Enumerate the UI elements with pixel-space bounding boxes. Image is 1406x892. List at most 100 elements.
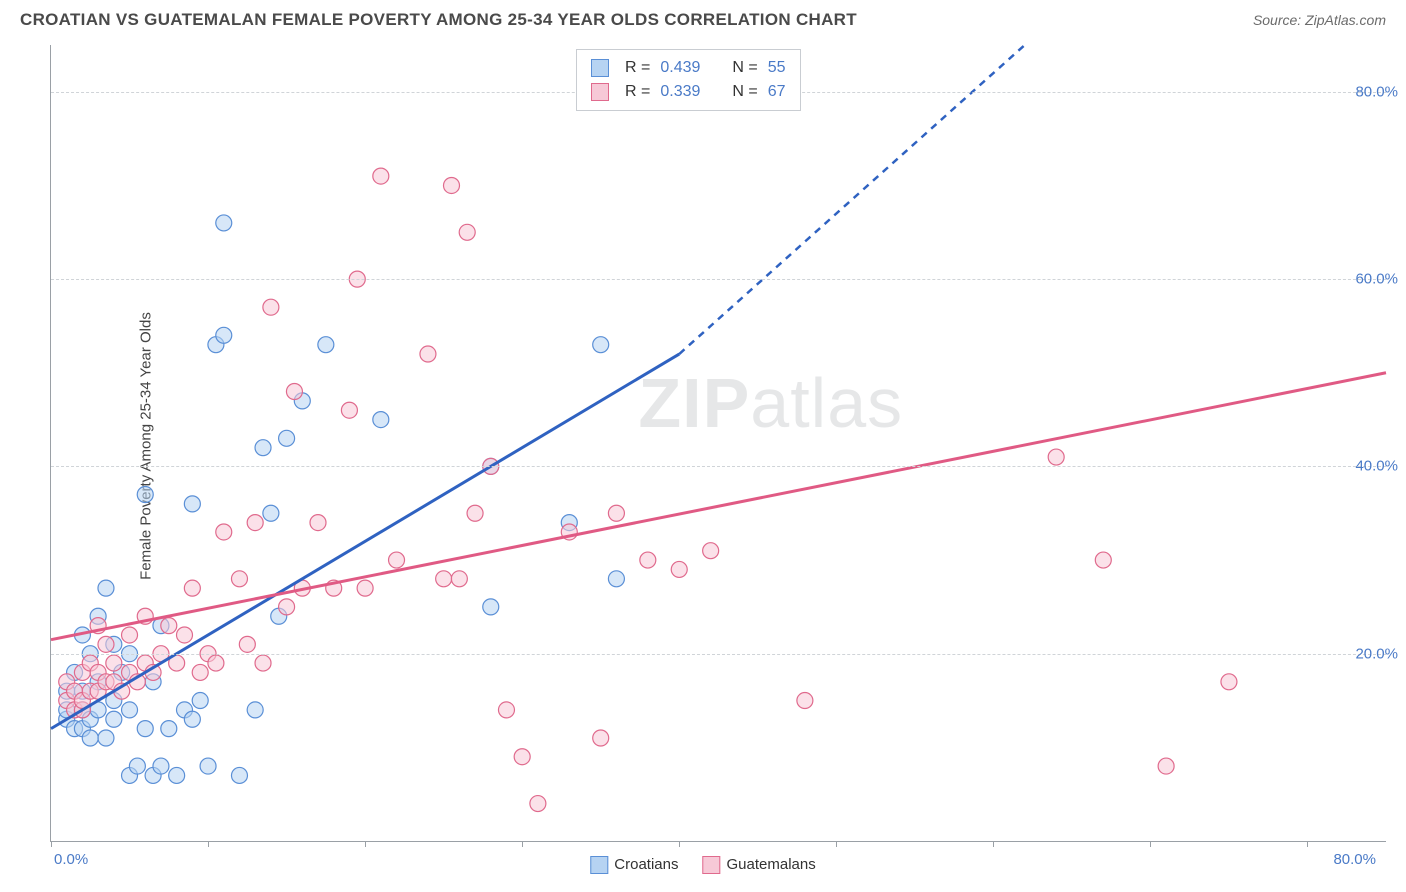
scatter-point [208, 655, 224, 671]
scatter-point [137, 487, 153, 503]
stat-n-label: N = [732, 80, 757, 104]
scatter-point [436, 571, 452, 587]
stat-r-value: 0.339 [660, 80, 700, 104]
x-tick-min: 0.0% [54, 851, 88, 868]
x-tick-max: 80.0% [1333, 851, 1376, 868]
scatter-point [129, 758, 145, 774]
y-tick-label: 60.0% [1355, 271, 1398, 288]
chart-header: CROATIAN VS GUATEMALAN FEMALE POVERTY AM… [0, 0, 1406, 36]
scatter-point [82, 730, 98, 746]
stat-n-value: 55 [768, 56, 786, 80]
scatter-point [192, 693, 208, 709]
stats-row: R = 0.339 N = 67 [591, 80, 786, 104]
scatter-point [177, 627, 193, 643]
series-swatch [591, 83, 609, 101]
gridline [51, 279, 1386, 280]
legend-label: Croatians [614, 856, 678, 873]
scatter-point [169, 767, 185, 783]
scatter-point [444, 177, 460, 193]
scatter-point [98, 580, 114, 596]
scatter-point [318, 337, 334, 353]
scatter-point [420, 346, 436, 362]
y-tick-label: 20.0% [1355, 645, 1398, 662]
regression-line [51, 354, 679, 729]
legend-item: Guatemalans [702, 856, 815, 874]
scatter-point [498, 702, 514, 718]
scatter-point [106, 655, 122, 671]
scatter-point [389, 552, 405, 568]
legend-swatch [590, 856, 608, 874]
scatter-svg [51, 45, 1386, 841]
scatter-point [98, 730, 114, 746]
scatter-point [797, 693, 813, 709]
scatter-point [184, 496, 200, 512]
scatter-point [200, 758, 216, 774]
scatter-point [231, 767, 247, 783]
scatter-point [263, 299, 279, 315]
scatter-point [703, 543, 719, 559]
scatter-point [671, 561, 687, 577]
scatter-point [161, 721, 177, 737]
stats-row: R = 0.439 N = 55 [591, 56, 786, 80]
scatter-point [255, 655, 271, 671]
legend-item: Croatians [590, 856, 678, 874]
scatter-point [1048, 449, 1064, 465]
scatter-point [192, 664, 208, 680]
scatter-point [216, 327, 232, 343]
stats-box: R = 0.439 N = 55R = 0.339 N = 67 [576, 49, 801, 111]
scatter-point [1221, 674, 1237, 690]
scatter-point [593, 337, 609, 353]
scatter-point [122, 627, 138, 643]
scatter-point [451, 571, 467, 587]
scatter-point [373, 168, 389, 184]
scatter-point [1158, 758, 1174, 774]
scatter-point [216, 524, 232, 540]
series-swatch [591, 59, 609, 77]
stat-r-label: R = [625, 80, 650, 104]
stat-r-label: R = [625, 56, 650, 80]
chart-source: Source: ZipAtlas.com [1253, 12, 1386, 28]
scatter-point [247, 515, 263, 531]
scatter-point [216, 215, 232, 231]
scatter-point [341, 402, 357, 418]
scatter-point [263, 505, 279, 521]
scatter-point [239, 636, 255, 652]
scatter-point [514, 749, 530, 765]
scatter-point [608, 505, 624, 521]
scatter-point [373, 412, 389, 428]
scatter-point [608, 571, 624, 587]
scatter-point [255, 440, 271, 456]
scatter-point [530, 796, 546, 812]
scatter-point [106, 711, 122, 727]
scatter-point [161, 618, 177, 634]
legend-label: Guatemalans [726, 856, 815, 873]
scatter-point [122, 702, 138, 718]
y-tick-label: 80.0% [1355, 83, 1398, 100]
scatter-point [279, 430, 295, 446]
scatter-point [184, 711, 200, 727]
gridline [51, 466, 1386, 467]
scatter-point [231, 571, 247, 587]
scatter-point [137, 721, 153, 737]
legend-bottom: Croatians Guatemalans [590, 856, 815, 874]
scatter-point [593, 730, 609, 746]
scatter-point [279, 599, 295, 615]
scatter-point [247, 702, 263, 718]
scatter-point [357, 580, 373, 596]
scatter-point [310, 515, 326, 531]
stat-n-label: N = [732, 56, 757, 80]
scatter-point [153, 758, 169, 774]
chart-plot-area: ZIPatlas R = 0.439 N = 55R = 0.339 N = 6… [50, 45, 1386, 842]
scatter-point [459, 224, 475, 240]
scatter-point [184, 580, 200, 596]
scatter-point [286, 383, 302, 399]
chart-title: CROATIAN VS GUATEMALAN FEMALE POVERTY AM… [20, 10, 857, 30]
scatter-point [640, 552, 656, 568]
regression-line [51, 373, 1386, 640]
stat-n-value: 67 [768, 80, 786, 104]
y-tick-label: 40.0% [1355, 458, 1398, 475]
scatter-point [483, 599, 499, 615]
scatter-point [98, 636, 114, 652]
legend-swatch [702, 856, 720, 874]
stat-r-value: 0.439 [660, 56, 700, 80]
